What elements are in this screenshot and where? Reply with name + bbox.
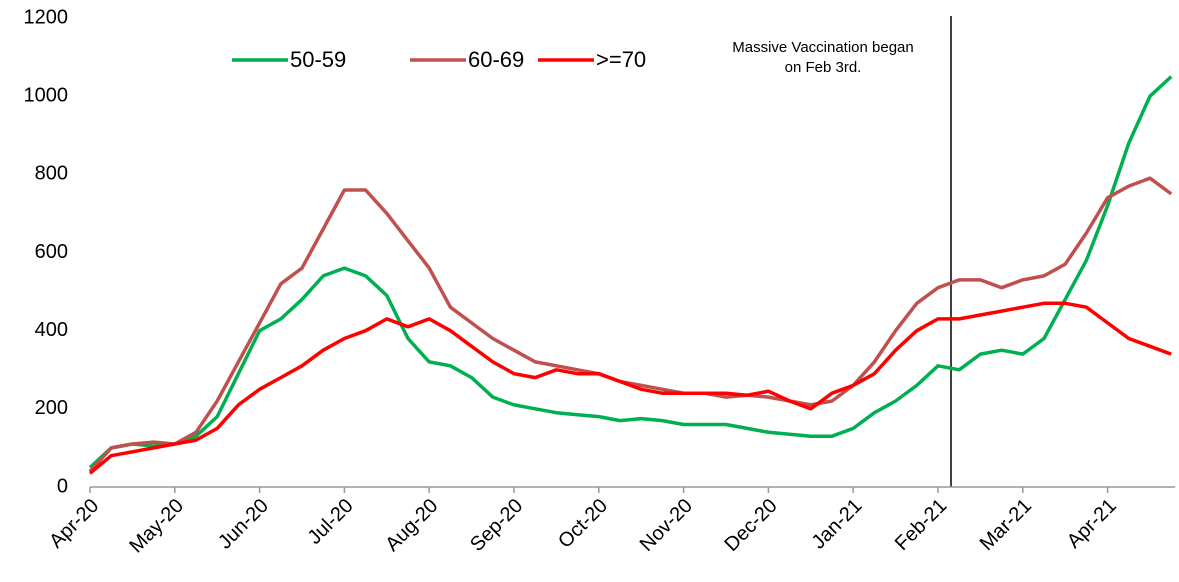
x-tick-label: Nov-20 bbox=[636, 495, 697, 556]
y-tick-label: 1200 bbox=[24, 6, 69, 28]
x-tick-label: May-20 bbox=[125, 495, 188, 558]
x-tick-label: Jan-21 bbox=[808, 495, 867, 554]
x-tick-label: Apr-21 bbox=[1063, 495, 1121, 553]
x-tick-label: Sep-20 bbox=[466, 495, 527, 556]
annotation: on Feb 3rd. bbox=[785, 59, 862, 76]
x-tick-label: Jul-20 bbox=[304, 495, 358, 549]
x-tick-label: Apr-20 bbox=[45, 495, 103, 553]
y-tick-label: 400 bbox=[35, 319, 68, 341]
series-line bbox=[88, 75, 1173, 469]
y-tick-label: 200 bbox=[35, 397, 68, 419]
y-tick-label: 800 bbox=[35, 163, 68, 185]
x-tick-label: Feb-21 bbox=[891, 495, 951, 555]
x-tick-label: Aug-20 bbox=[381, 495, 442, 556]
x-tick-label: Oct-20 bbox=[554, 495, 612, 553]
annotation: Massive Vaccination began bbox=[732, 39, 914, 56]
legend-label: 50-59 bbox=[290, 47, 346, 72]
y-tick-label: 600 bbox=[35, 241, 68, 263]
x-tick-label: Dec-20 bbox=[721, 495, 782, 556]
y-tick-label: 1000 bbox=[24, 84, 69, 106]
y-tick-label: 0 bbox=[57, 475, 68, 497]
legend-label: 60-69 bbox=[468, 47, 524, 72]
x-tick-label: Mar-21 bbox=[976, 495, 1036, 555]
legend-label: >=70 bbox=[596, 47, 646, 72]
series-line bbox=[88, 301, 1172, 475]
series-line bbox=[88, 176, 1173, 473]
x-tick-label: Jun-20 bbox=[214, 495, 273, 554]
